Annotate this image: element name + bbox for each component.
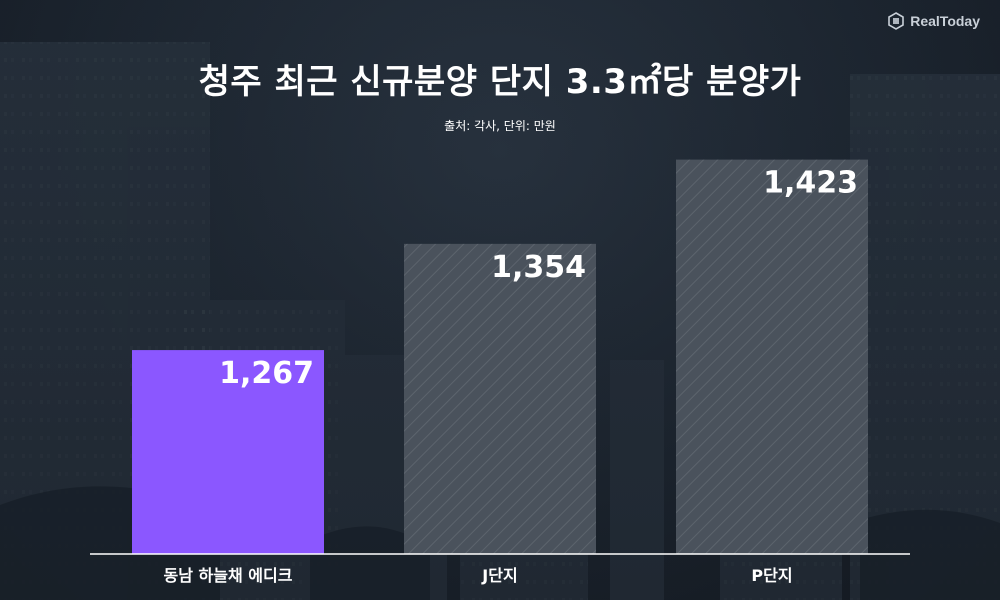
chart-title: 청주 최근 신규분양 단지 3.3㎡당 분양가 — [198, 62, 802, 102]
category-label-2: J단지 — [481, 566, 517, 585]
bar-texture-2 — [404, 243, 596, 554]
realtoday-logo-icon — [888, 12, 905, 30]
bar-value-label-3: 1,423 — [763, 166, 858, 201]
bar-1 — [132, 350, 324, 554]
bar-value-label-2: 1,354 — [491, 250, 586, 285]
brand-mark: RealToday — [887, 12, 980, 30]
bar-value-label-1: 1,267 — [219, 356, 314, 391]
chart-subtitle: 출처: 각사, 단위: 만원 — [444, 119, 556, 133]
bar-texture-3 — [676, 159, 868, 554]
category-label-1: 동남 하늘채 에디크 — [164, 566, 293, 585]
brand-name: RealToday — [910, 13, 980, 29]
category-label-3: P단지 — [751, 566, 792, 585]
